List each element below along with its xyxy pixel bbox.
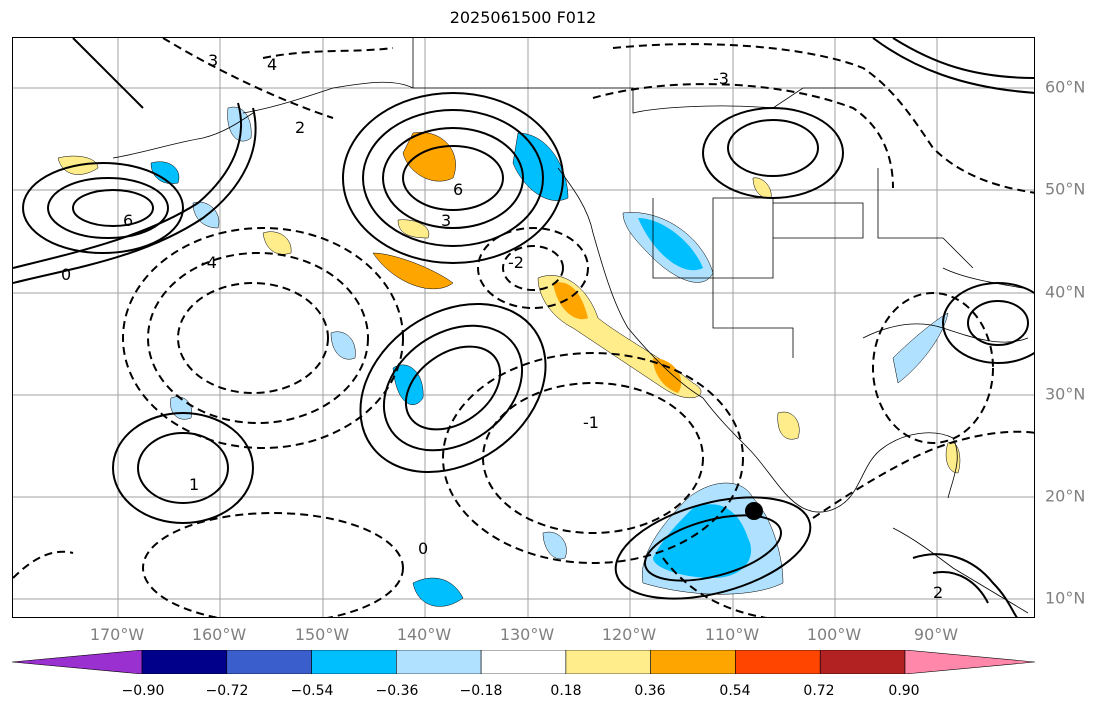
colorbar-tick: 0.72: [803, 683, 835, 699]
colorbar-segment: [226, 650, 312, 674]
colorbar-tick: 0.90: [888, 683, 920, 699]
contour-label: -3: [713, 69, 729, 88]
figure-title: 2025061500 F012: [449, 8, 597, 27]
contour-label: 4: [267, 55, 277, 74]
lon-label: 90°W: [913, 625, 959, 644]
lat-label: 60°N: [1045, 77, 1086, 97]
lat-label: 10°N: [1045, 588, 1086, 608]
lon-label: 150°W: [294, 625, 350, 644]
colorbar-segment: [396, 650, 482, 674]
lon-label: 140°W: [396, 625, 452, 644]
lat-label: 40°N: [1045, 282, 1086, 302]
lon-label: 110°W: [704, 625, 760, 644]
contour-label: -2: [508, 253, 524, 272]
lat-label: 50°N: [1045, 179, 1086, 199]
contour-label: 2: [295, 118, 305, 137]
colorbar-segment: [735, 650, 821, 674]
colorbar-segment: [480, 650, 567, 674]
colorbar-extend-min: [12, 650, 143, 674]
location-marker-dot: [745, 502, 763, 520]
lat-label: 20°N: [1045, 486, 1086, 506]
colorbar-extend-max: [904, 650, 1035, 674]
colorbar-segment: [311, 650, 397, 674]
colorbar-segment: [141, 650, 228, 674]
lon-label: 170°W: [89, 625, 145, 644]
colorbar-tick: −0.90: [121, 683, 165, 699]
colorbar-tick: 0.36: [634, 683, 666, 699]
contour-label: -4: [201, 253, 217, 272]
lat-label: 30°N: [1045, 384, 1086, 404]
contour-label: 3: [208, 51, 218, 70]
colorbar-segment: [819, 650, 906, 674]
dashed-contours: [13, 38, 1034, 617]
map-canvas: 3 4 2 6 0 -3 -4 -2 -1 1 3 6 0 2: [13, 38, 1034, 617]
lon-label: 120°W: [601, 625, 657, 644]
contour-label: 0: [418, 539, 428, 558]
colorbar-tick: −0.72: [205, 683, 249, 699]
colorbar-segment: [650, 650, 736, 674]
colorbar-tick: 0.18: [550, 683, 582, 699]
contour-label: 3: [441, 211, 451, 230]
solid-contours: [13, 38, 1034, 617]
colorbar-segment: [565, 650, 651, 674]
colorbar: [12, 650, 1035, 674]
colorbar-tick: 0.54: [719, 683, 751, 699]
colorbar-tick: −0.54: [290, 683, 334, 699]
lon-label: 100°W: [806, 625, 862, 644]
contour-label: 1: [189, 475, 199, 494]
contour-label: -1: [583, 413, 599, 432]
lon-label: 160°W: [191, 625, 247, 644]
contour-label: 0: [61, 265, 71, 284]
coastlines: [112, 38, 1029, 614]
lon-label: 130°W: [499, 625, 555, 644]
contour-labels: 3 4 2 6 0 -3 -4 -2 -1 1 3 6 0 2: [61, 51, 943, 602]
colorbar-tick: −0.36: [375, 683, 419, 699]
contour-label: 2: [933, 583, 943, 602]
map-panel: 3 4 2 6 0 -3 -4 -2 -1 1 3 6 0 2: [12, 37, 1035, 618]
contour-label: 6: [123, 211, 133, 230]
contour-label: 6: [453, 180, 463, 199]
shading: [57, 106, 961, 607]
colorbar-tick: −0.18: [459, 683, 503, 699]
